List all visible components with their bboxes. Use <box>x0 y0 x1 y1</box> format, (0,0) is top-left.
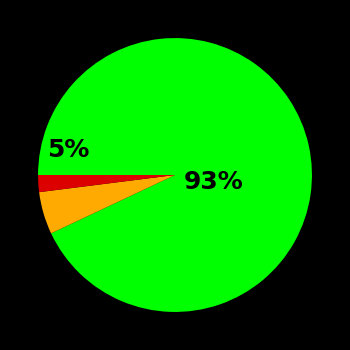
Wedge shape <box>39 175 175 233</box>
Wedge shape <box>38 175 175 192</box>
Text: 93%: 93% <box>183 170 243 194</box>
Text: 5%: 5% <box>47 138 89 162</box>
Wedge shape <box>38 38 312 312</box>
